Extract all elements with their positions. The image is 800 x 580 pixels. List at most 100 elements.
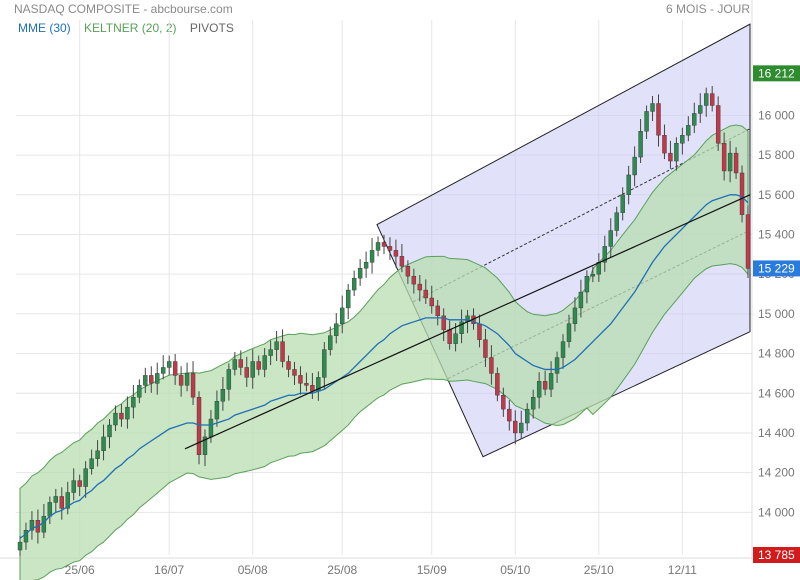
candle-body [733, 152, 739, 174]
candle-body [71, 480, 76, 493]
candle-body [453, 333, 458, 344]
candle-body [411, 275, 417, 285]
candle-body [83, 468, 88, 487]
candle-body [602, 246, 607, 263]
candle-body [375, 242, 381, 251]
legend-item-pivots[interactable]: PIVOTS [189, 21, 234, 35]
candle-body [554, 357, 560, 374]
candle-body [483, 339, 488, 358]
candle-body [650, 103, 655, 112]
max-price-badge-bg [753, 65, 800, 82]
min-price-badge-bg [753, 547, 800, 563]
candle-body [495, 373, 500, 396]
candle-body [536, 381, 542, 398]
candle-body [668, 152, 673, 162]
candle-body [381, 242, 387, 247]
candle-body [638, 131, 643, 158]
candle-body [680, 135, 685, 144]
candle-body [208, 418, 214, 438]
last-price-badge: 15 229 [758, 261, 795, 275]
candle-body [166, 361, 172, 368]
candle-body [530, 397, 536, 410]
pivot-line [184, 194, 751, 450]
candle-body [172, 361, 178, 376]
legend-item-keltner[interactable]: KELTNER (20, 2) [84, 21, 177, 35]
candle-body [244, 367, 249, 378]
candle-body [345, 289, 351, 309]
candle-body [519, 422, 524, 434]
candle-body [95, 450, 100, 459]
candle-body [256, 361, 261, 370]
candle-body [322, 349, 327, 378]
candle-body [626, 174, 631, 195]
candle-body [399, 256, 405, 267]
x-tick-label: 25/08 [327, 563, 357, 577]
candle-body [357, 268, 363, 279]
x-tick-label: 16/07 [154, 563, 184, 577]
candle-body [692, 113, 697, 126]
candle-body [89, 458, 94, 469]
candle-body [698, 105, 703, 114]
mme-line [19, 194, 749, 539]
candle-body [608, 230, 613, 247]
x-tick-label: 12/11 [668, 563, 697, 577]
candle-body [566, 323, 572, 342]
candle-body [149, 375, 154, 384]
y-tick-label: 15 800 [758, 148, 795, 162]
candle-body [113, 412, 118, 426]
x-tick-label: 25/10 [584, 563, 614, 577]
last-price-badge-bg [753, 260, 800, 277]
candle-body [226, 369, 232, 390]
candle-body [101, 436, 106, 452]
candle-body [328, 335, 333, 350]
candle-body [340, 307, 345, 324]
candle-body [590, 273, 596, 277]
candle-body [286, 361, 291, 370]
y-tick-label: 15 000 [758, 307, 795, 321]
candle-body [632, 156, 637, 176]
candle-body [220, 389, 226, 402]
max-price-badge: 16 212 [758, 66, 795, 80]
candle-body [334, 323, 339, 336]
period-label: 6 MOIS - JOUR [665, 2, 750, 16]
x-axis: 25/06 16/07 05/08 25/08 15/09 05/10 25/10 12/11 [65, 563, 698, 577]
candle-body [560, 341, 566, 358]
candle-body [489, 357, 494, 374]
candle-body [304, 383, 309, 386]
candle-body [184, 373, 190, 386]
candle-body [232, 359, 238, 370]
candle-body [620, 194, 625, 213]
candle-body [459, 321, 464, 334]
candle-body [77, 480, 82, 487]
chart-title: NASDAQ COMPOSITE - abcbourse.com [14, 2, 233, 16]
min-price-badge: 13 785 [758, 548, 795, 562]
candles [17, 86, 751, 556]
y-tick-label: 14 200 [758, 466, 795, 480]
candle-body [435, 305, 440, 317]
candle-body [525, 408, 530, 424]
candle-body [214, 400, 220, 420]
candle-body [238, 359, 243, 368]
candle-body [423, 289, 428, 299]
legend-item-mme[interactable]: MME (30) [18, 21, 71, 35]
candle-body [143, 375, 148, 386]
candle-body [363, 262, 369, 269]
candle-body [441, 315, 446, 330]
indicator-legend: MME (30) KELTNER (20, 2) PIVOTS [18, 21, 244, 35]
candle-body [447, 329, 452, 344]
candle-body [727, 152, 733, 172]
mme-polyline [19, 194, 749, 539]
candle-body [119, 412, 124, 420]
candle-body [393, 250, 399, 257]
x-tick-label: 15/09 [417, 563, 447, 577]
candle-body [709, 93, 715, 106]
candle-body [674, 142, 679, 162]
candle-body [507, 408, 512, 422]
candle-body [202, 436, 208, 455]
candle-body [268, 349, 273, 356]
candle-body [41, 516, 47, 533]
candle-body [137, 385, 142, 398]
candle-body [125, 406, 130, 420]
